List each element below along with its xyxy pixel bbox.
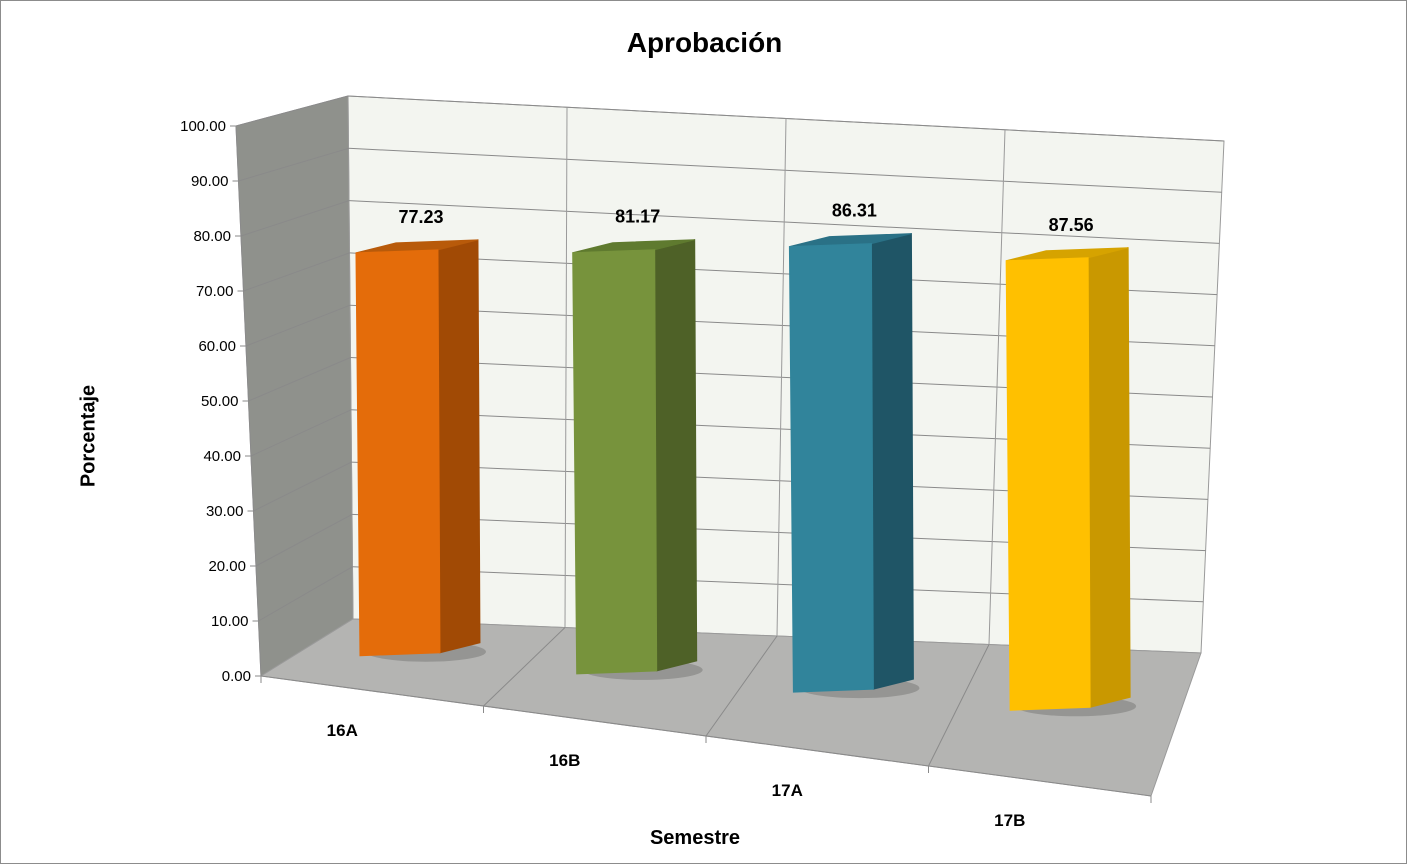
gridline (248, 357, 351, 402)
y-tick-label: 80.00 (193, 228, 231, 245)
y-tick-label: 30.00 (206, 503, 244, 520)
side-wall (235, 95, 354, 677)
bar-side-17B (1087, 247, 1131, 708)
gridline (235, 95, 349, 127)
y-tick-label: 60.00 (198, 338, 236, 355)
data-label-17B: 87.56 (1049, 215, 1094, 235)
gridline (988, 129, 1006, 645)
y-tick-label: 70.00 (196, 283, 234, 300)
y-tick-label: 40.00 (203, 448, 241, 465)
bar-17A (788, 243, 874, 693)
bar-side-16A (437, 239, 481, 654)
y-tick-label: 10.00 (211, 613, 249, 630)
data-label-16B: 81.17 (615, 207, 660, 227)
x-tick-label-16B: 16B (549, 751, 580, 770)
y-tick-label: 0.00 (222, 668, 251, 685)
x-axis-title: Semestre (649, 827, 741, 849)
gridline (255, 513, 353, 567)
gridline (238, 147, 349, 182)
x-tick-label-16A: 16A (327, 721, 358, 740)
bar-16B (572, 249, 658, 675)
y-tick-label: 50.00 (201, 393, 239, 410)
chart-bars: 77.23 81.17 86.31 87.56 (355, 201, 1137, 717)
gridline (258, 566, 353, 622)
y-axis: 0.00 10.00 20.00 30.00 40.00 50.00 60.00 70.00 8… (180, 118, 1152, 803)
bar-side-17A (870, 232, 914, 690)
gridline (564, 107, 568, 628)
gridline (928, 644, 990, 767)
gridline (705, 635, 778, 737)
chart-title: Aprobación (626, 27, 783, 58)
gridline (243, 252, 350, 292)
y-axis-title: Porcentaje (77, 384, 100, 488)
x-tick-label-17A: 17A (772, 781, 803, 800)
y-tick-label: 20.00 (208, 558, 246, 575)
x-tick-label-17B: 17B (994, 811, 1025, 830)
data-label-17A: 86.31 (832, 201, 877, 221)
gridline (253, 461, 352, 512)
bar-16A (355, 249, 441, 657)
y-tick-label: 100.00 (180, 118, 226, 135)
x-axis: 16A 16B 17A 17B (327, 721, 1026, 830)
gridline (776, 118, 787, 637)
y-tick-label: 90.00 (191, 173, 229, 190)
bar-17B (1005, 257, 1091, 711)
gridline (250, 409, 352, 457)
gridline (245, 304, 351, 347)
bar-side-16B (654, 239, 698, 672)
gridline (483, 627, 566, 707)
data-label-16A: 77.23 (398, 207, 443, 227)
gridline (240, 200, 350, 237)
